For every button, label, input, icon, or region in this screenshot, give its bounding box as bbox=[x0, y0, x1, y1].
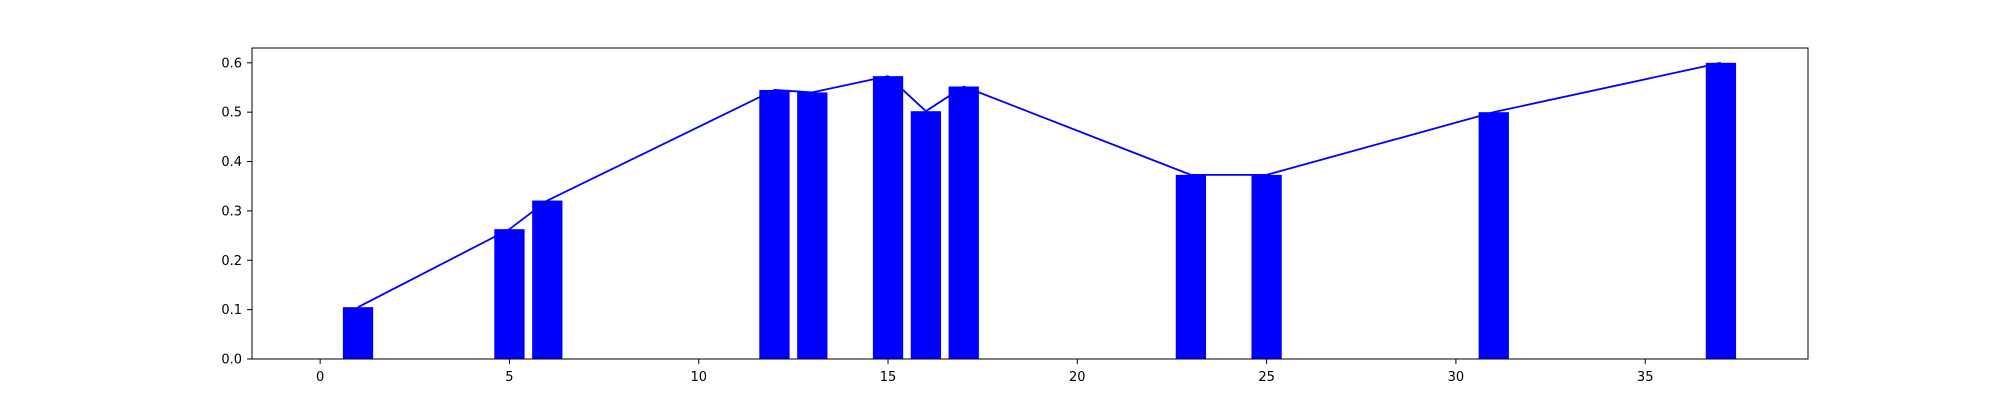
x-tick-label-7: 35 bbox=[1637, 370, 1654, 385]
bar-3 bbox=[759, 89, 790, 360]
y-tick-label-6: 0.6 bbox=[221, 56, 242, 71]
bar-5 bbox=[872, 76, 904, 359]
plot-area: 0 5 10 15 20 25 30 35 0.0 0.1 0.2 0.3 0.4 0.5 0.6 bbox=[221, 47, 1809, 385]
bar-11 bbox=[1705, 62, 1737, 360]
bar-4 bbox=[797, 92, 828, 360]
x-tick-label-5: 25 bbox=[1258, 370, 1275, 385]
bar-0 bbox=[342, 307, 374, 359]
x-tick-label-1: 5 bbox=[505, 370, 513, 385]
bar-10 bbox=[1478, 112, 1509, 359]
y-tick-label-1: 0.1 bbox=[221, 303, 242, 318]
x-tick-label-4: 20 bbox=[1069, 370, 1086, 385]
x-tick-label-0: 0 bbox=[316, 370, 324, 385]
x-tick-label-2: 10 bbox=[690, 370, 707, 385]
bar-7 bbox=[948, 86, 979, 359]
x-tick-label-3: 15 bbox=[880, 370, 897, 385]
y-tick-label-5: 0.5 bbox=[221, 106, 242, 121]
plot-frame bbox=[251, 47, 1809, 360]
bar-1 bbox=[494, 229, 525, 359]
x-tick-label-6: 30 bbox=[1448, 370, 1465, 385]
bar-6 bbox=[910, 111, 942, 359]
y-tick-label-3: 0.3 bbox=[221, 204, 242, 219]
y-tick-label-2: 0.2 bbox=[221, 254, 242, 269]
bar-8 bbox=[1175, 174, 1207, 359]
y-tick-label-0: 0.0 bbox=[221, 353, 242, 368]
bar-2 bbox=[532, 200, 563, 359]
bar-9 bbox=[1251, 174, 1282, 359]
y-tick-label-4: 0.4 bbox=[221, 155, 242, 170]
series-line bbox=[357, 61, 1722, 308]
